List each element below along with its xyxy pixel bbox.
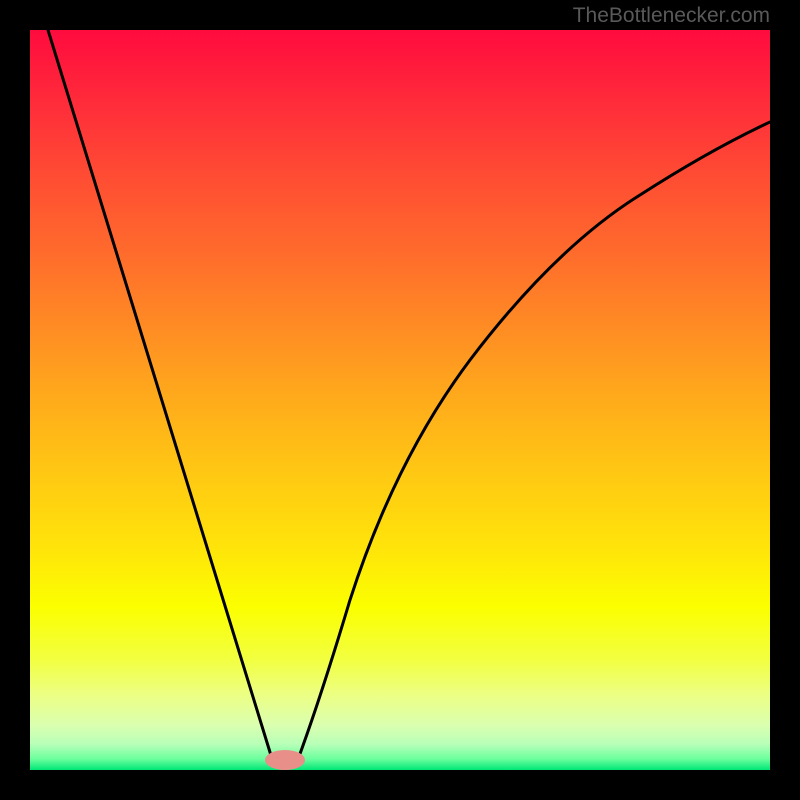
chart-container: TheBottlenecker.com <box>0 0 800 800</box>
watermark-text: TheBottlenecker.com <box>0 4 770 28</box>
border-bottom <box>0 770 800 800</box>
plot-background <box>30 30 770 770</box>
chart-svg <box>0 0 800 800</box>
border-right <box>770 0 800 800</box>
optimal-marker <box>265 750 305 770</box>
border-left <box>0 0 30 800</box>
